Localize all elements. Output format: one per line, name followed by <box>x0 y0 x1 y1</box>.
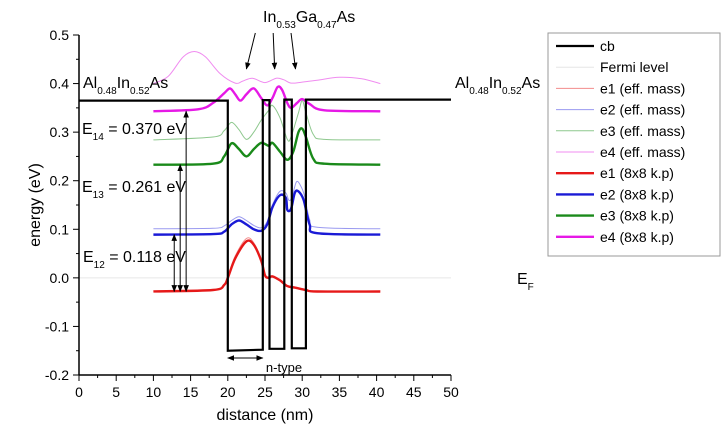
series-line-cb <box>79 98 451 352</box>
annotation-e14: E14 = 0.370 eV <box>82 121 186 143</box>
y-tick-label: 0.0 <box>50 270 70 286</box>
x-axis-label: distance (nm) <box>217 407 314 424</box>
legend-label: e2 (8x8 k.p) <box>600 186 674 202</box>
x-tick-label: 5 <box>112 384 120 400</box>
legend-label: e1 (8x8 k.p) <box>600 165 674 181</box>
legend-label: cb <box>600 38 615 54</box>
x-tick-label: 10 <box>146 384 162 400</box>
x-tick-label: 15 <box>183 384 199 400</box>
legend-label: e1 (eff. mass) <box>600 80 685 96</box>
y-tick-label: 0.1 <box>50 221 70 237</box>
well-arrow-2 <box>271 32 278 70</box>
series-line-e2-eff-mass- <box>153 180 381 230</box>
barrier-label-right: Al0.48In0.52As <box>455 75 540 97</box>
y-axis-label: energy (eV) <box>27 163 44 247</box>
fermi-label: EF <box>517 271 534 293</box>
x-tick-label: 35 <box>332 384 348 400</box>
legend-label: e4 (8x8 k.p) <box>600 229 674 245</box>
y-tick-label: 0.4 <box>50 76 70 92</box>
x-tick-label: 25 <box>257 384 273 400</box>
x-tick-label: 30 <box>294 384 310 400</box>
y-tick-label: 0.5 <box>50 27 70 43</box>
y-tick-label: -0.2 <box>45 367 69 383</box>
series-line-e1-eff-mass- <box>153 237 381 292</box>
ntype-label: n-type <box>266 360 302 375</box>
series-line-e2-8x8-k-p- <box>153 189 381 236</box>
series-line-e4-eff-mass- <box>153 50 381 85</box>
x-tick-label: 20 <box>220 384 236 400</box>
legend-label: e3 (8x8 k.p) <box>600 208 674 224</box>
series-line-e3-eff-mass- <box>153 100 381 142</box>
legend-label: e4 (eff. mass) <box>600 144 685 160</box>
annotation-e13: E13 = 0.261 eV <box>82 179 186 201</box>
legend-label: e2 (eff. mass) <box>600 102 685 118</box>
series-line-e3-8x8-k-p- <box>153 127 381 166</box>
x-tick-label: 50 <box>443 384 459 400</box>
y-tick-label: -0.1 <box>45 318 69 334</box>
well-arrow-1 <box>245 32 256 70</box>
x-tick-label: 45 <box>406 384 422 400</box>
barrier-label-left: Al0.48In0.52As <box>83 75 168 97</box>
legend: cb Fermi level e1 (eff. mass) e2 (eff. mass… <box>547 32 721 257</box>
y-tick-label: 0.3 <box>50 124 70 140</box>
legend-label: e3 (eff. mass) <box>600 123 685 139</box>
x-tick-label: 0 <box>75 384 83 400</box>
well-arrow-3 <box>290 32 298 70</box>
well-label: In0.53Ga0.47As <box>263 9 355 31</box>
legend-label: Fermi level <box>600 59 668 75</box>
series-line-e4-8x8-k-p- <box>153 85 381 113</box>
y-tick-label: 0.2 <box>50 173 70 189</box>
annotation-e12: E12 = 0.118 eV <box>83 249 186 271</box>
series-line-e1-8x8-k-p- <box>153 239 381 293</box>
x-tick-label: 40 <box>369 384 385 400</box>
